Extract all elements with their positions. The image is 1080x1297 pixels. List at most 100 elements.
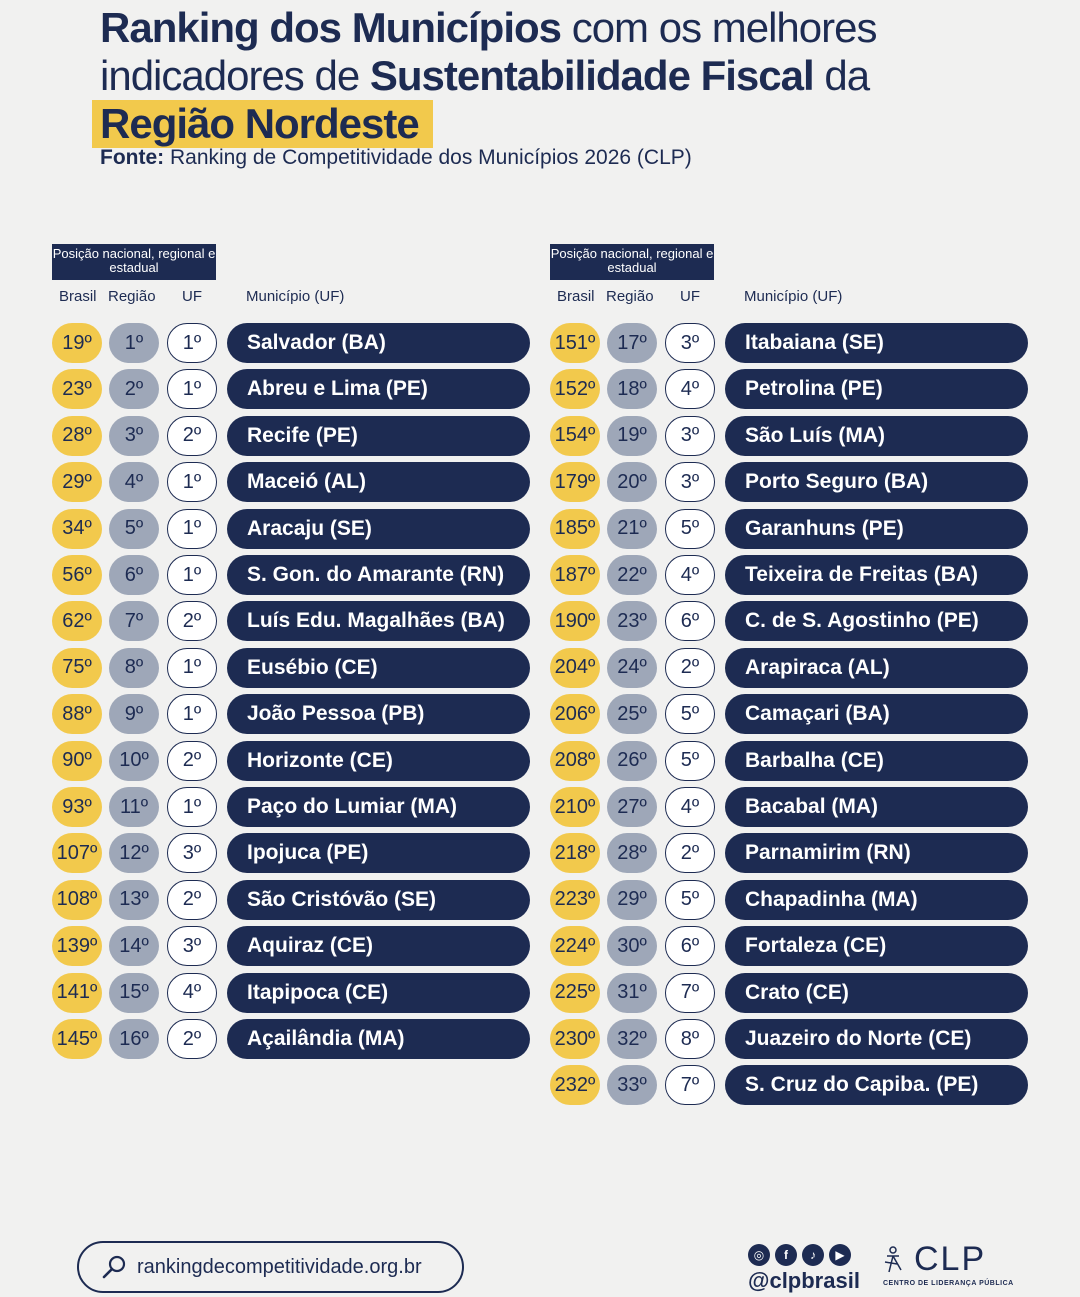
rank-uf-badge: 1º	[167, 555, 217, 595]
rank-uf-badge: 1º	[167, 647, 217, 688]
municipio-label: S. Cruz do Capiba. (PE)	[725, 1065, 1028, 1106]
ranking-row: 75º 8º 1º Eusébio (CE)	[52, 647, 532, 688]
ranking-column-right: Posição nacional, regional e estadual Br…	[550, 244, 1050, 1106]
ranking-row: 206º 25º 5º Camaçari (BA)	[550, 694, 1030, 735]
municipio-label: Teixeira de Freitas (BA)	[725, 555, 1028, 595]
rank-uf-badge: 8º	[665, 1019, 715, 1059]
municipio-label: Açailândia (MA)	[227, 1019, 530, 1059]
rank-uf-badge: 4º	[665, 787, 715, 827]
rank-brasil-badge: 145º	[52, 1019, 102, 1059]
position-header-box: Posição nacional, regional e estadual	[52, 244, 216, 280]
rank-uf-badge: 2º	[167, 740, 217, 781]
municipio-label: S. Gon. do Amarante (RN)	[227, 555, 530, 595]
municipio-label: Eusébio (CE)	[227, 647, 530, 688]
ranking-column-left: Posição nacional, regional e estadual Br…	[52, 244, 552, 1059]
clp-logo-text: CLP	[914, 1240, 987, 1278]
rank-regiao-badge: 14º	[109, 926, 159, 967]
col-header-brasil: Brasil	[59, 288, 97, 305]
rank-regiao-badge: 3º	[109, 415, 159, 456]
municipio-label: Ipojuca (PE)	[227, 833, 530, 874]
municipio-label: Arapiraca (AL)	[725, 647, 1028, 688]
ranking-row: 179º 20º 3º Porto Seguro (BA)	[550, 462, 1030, 503]
rank-brasil-badge: 93º	[52, 787, 102, 827]
tiktok-icon[interactable]: ♪	[802, 1244, 824, 1266]
youtube-icon[interactable]: ▶	[829, 1244, 851, 1266]
col-header-municipio: Município (UF)	[744, 288, 843, 305]
municipio-label: Barbalha (CE)	[725, 740, 1028, 781]
rank-brasil-badge: 29º	[52, 462, 102, 503]
rank-brasil-badge: 34º	[52, 508, 102, 549]
municipio-label: Paço do Lumiar (MA)	[227, 787, 530, 827]
rank-regiao-badge: 29º	[607, 879, 657, 920]
social-icons: ◎ f ♪ ▶	[748, 1244, 851, 1266]
rank-brasil-badge: 90º	[52, 740, 102, 781]
municipio-label: Maceió (AL)	[227, 462, 530, 503]
rank-uf-badge: 1º	[167, 787, 217, 827]
ranking-row: 230º 32º 8º Juazeiro do Norte (CE)	[550, 1019, 1030, 1059]
municipio-label: Parnamirim (RN)	[725, 833, 1028, 874]
rank-brasil-badge: 107º	[52, 833, 102, 874]
rank-brasil-badge: 230º	[550, 1019, 600, 1059]
rank-uf-badge: 5º	[665, 740, 715, 781]
rank-uf-badge: 3º	[665, 415, 715, 456]
rank-brasil-badge: 204º	[550, 647, 600, 688]
municipio-label: Aquiraz (CE)	[227, 926, 530, 967]
rank-regiao-badge: 28º	[607, 833, 657, 874]
ranking-row: 56º 6º 1º S. Gon. do Amarante (RN)	[52, 555, 532, 595]
rank-uf-badge: 5º	[665, 879, 715, 920]
ranking-row: 29º 4º 1º Maceió (AL)	[52, 462, 532, 503]
rank-regiao-badge: 5º	[109, 508, 159, 549]
ranking-row: 187º 22º 4º Teixeira de Freitas (BA)	[550, 555, 1030, 595]
rank-brasil-badge: 218º	[550, 833, 600, 874]
col-header-brasil: Brasil	[557, 288, 595, 305]
rank-uf-badge: 7º	[665, 1065, 715, 1106]
ranking-row: 152º 18º 4º Petrolina (PE)	[550, 369, 1030, 410]
rank-uf-badge: 2º	[167, 601, 217, 642]
municipio-label: Fortaleza (CE)	[725, 926, 1028, 967]
title-line-2: indicadores de Sustentabilidade Fiscal d…	[100, 52, 870, 99]
rank-regiao-badge: 11º	[109, 787, 159, 827]
rank-uf-badge: 1º	[167, 508, 217, 549]
rank-regiao-badge: 9º	[109, 694, 159, 735]
rank-uf-badge: 7º	[665, 972, 715, 1013]
rank-regiao-badge: 22º	[607, 555, 657, 595]
rank-regiao-badge: 16º	[109, 1019, 159, 1059]
ranking-row: 62º 7º 2º Luís Edu. Magalhães (BA)	[52, 601, 532, 642]
municipio-label: João Pessoa (PB)	[227, 694, 530, 735]
municipio-label: Chapadinha (MA)	[725, 879, 1028, 920]
rank-brasil-badge: 28º	[52, 415, 102, 456]
ranking-row: 28º 3º 2º Recife (PE)	[52, 415, 532, 456]
ranking-row: 218º 28º 2º Parnamirim (RN)	[550, 833, 1030, 874]
col-header-regiao: Região	[108, 288, 156, 305]
ranking-row: 19º 1º 1º Salvador (BA)	[52, 323, 532, 363]
municipio-label: Itabaiana (SE)	[725, 323, 1028, 363]
col-header-uf: UF	[182, 288, 202, 305]
instagram-icon[interactable]: ◎	[748, 1244, 770, 1266]
municipio-label: Camaçari (BA)	[725, 694, 1028, 735]
rank-brasil-badge: 141º	[52, 972, 102, 1013]
rank-regiao-badge: 30º	[607, 926, 657, 967]
rank-uf-badge: 5º	[665, 508, 715, 549]
rank-brasil-badge: 225º	[550, 972, 600, 1013]
rank-regiao-badge: 13º	[109, 879, 159, 920]
ranking-row: 23º 2º 1º Abreu e Lima (PE)	[52, 369, 532, 410]
website-link[interactable]: rankingdecompetitividade.org.br	[77, 1241, 464, 1293]
title-line-1: Ranking dos Municípios com os melhores	[100, 4, 877, 51]
title-highlight: Região Nordeste	[92, 100, 433, 148]
rank-brasil-badge: 179º	[550, 462, 600, 503]
rank-brasil-badge: 152º	[550, 369, 600, 410]
municipio-label: Garanhuns (PE)	[725, 508, 1028, 549]
facebook-icon[interactable]: f	[775, 1244, 797, 1266]
rank-uf-badge: 3º	[167, 833, 217, 874]
source-line: Fonte: Ranking de Competitividade dos Mu…	[100, 146, 692, 169]
rank-uf-badge: 3º	[665, 323, 715, 363]
rank-brasil-badge: 23º	[52, 369, 102, 410]
rank-uf-badge: 6º	[665, 926, 715, 967]
rank-regiao-badge: 31º	[607, 972, 657, 1013]
rank-brasil-badge: 206º	[550, 694, 600, 735]
rank-brasil-badge: 19º	[52, 323, 102, 363]
rank-uf-badge: 3º	[167, 926, 217, 967]
rank-regiao-badge: 2º	[109, 369, 159, 410]
ranking-row: 224º 30º 6º Fortaleza (CE)	[550, 926, 1030, 967]
rank-uf-badge: 1º	[167, 369, 217, 410]
